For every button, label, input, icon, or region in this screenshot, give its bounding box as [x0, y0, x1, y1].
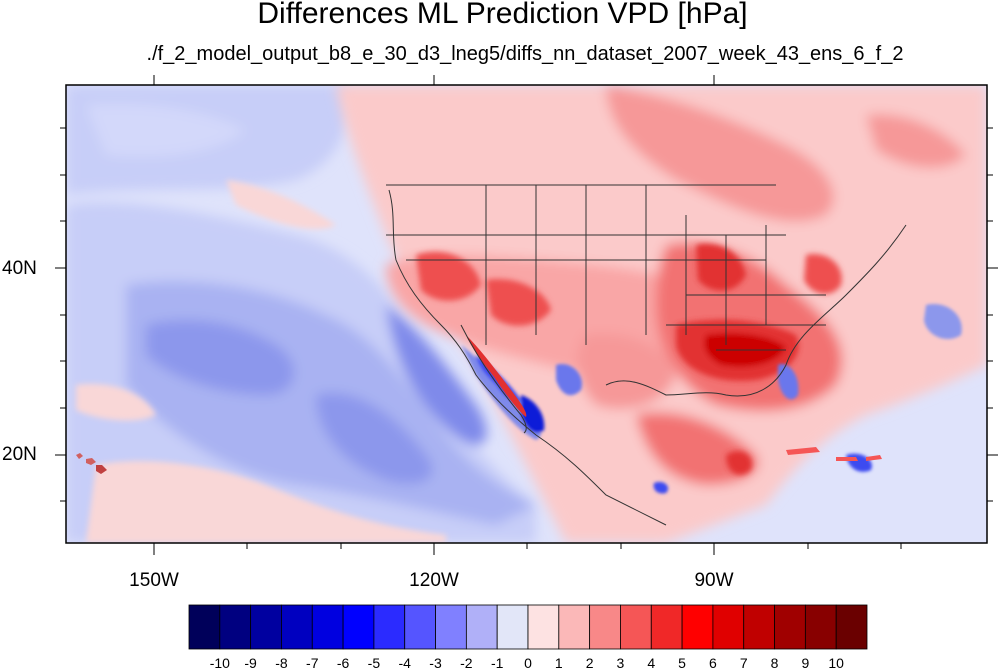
colorbar-swatch — [496, 604, 529, 650]
axis-ticks — [55, 75, 998, 555]
colorbar-swatch — [404, 604, 436, 650]
colorbar-tick-label: 2 — [585, 655, 594, 671]
colorbar-swatch — [681, 604, 714, 650]
colorbar-swatch — [435, 604, 467, 650]
colorbar-tick-label: -9 — [244, 655, 257, 671]
colorbar-tick-label: 7 — [739, 655, 748, 671]
pacific-positive-patches — [76, 180, 446, 543]
colorbar-tick-label: 5 — [678, 655, 686, 671]
colorbar-tick-label: -3 — [429, 655, 442, 671]
map-border — [65, 84, 988, 544]
pacific-negative-field — [66, 85, 536, 543]
colorbar-swatch — [620, 604, 652, 650]
colorbar-swatch — [281, 604, 313, 650]
hawaii-islands — [76, 453, 107, 474]
colorbar-tick-label: -4 — [398, 655, 411, 671]
colorbar-tick-label: -6 — [336, 655, 350, 671]
lon-label-90w: 90W — [694, 570, 734, 591]
colorbar-tick-label: 3 — [616, 655, 625, 671]
map-field — [66, 85, 987, 543]
colorbar-tick-label: -8 — [275, 655, 288, 671]
lon-label-150w: 150W — [129, 570, 179, 591]
baja-positive-stripe — [466, 335, 527, 417]
colorbar-swatch — [342, 604, 375, 650]
map-title: Differences ML Prediction VPD [hPa] — [257, 0, 748, 30]
colorbar-tick-label: 0 — [524, 655, 532, 671]
colorbar-swatch — [558, 604, 591, 650]
colorbar-tick-label: -10 — [209, 655, 230, 671]
lat-label-20n: 20N — [2, 444, 37, 465]
colorbar-tick-label: 4 — [647, 655, 656, 671]
colorbar-swatch — [527, 604, 560, 650]
colorbar-swatch — [712, 604, 745, 650]
colorbar-swatch — [250, 604, 282, 650]
caribbean-islands — [786, 447, 882, 461]
colorbar-tick-label: 9 — [801, 655, 810, 671]
colorbar-swatch — [589, 604, 621, 650]
colorbar-tick-label: -1 — [490, 655, 504, 671]
colorbar-swatch — [835, 604, 868, 650]
boundary-lines — [386, 184, 907, 526]
colorbar-tick-label: 8 — [770, 655, 779, 671]
map-subtitle: ./f_2_model_output_b8_e_30_d3_lneg5/diff… — [146, 43, 904, 65]
lon-label-120w: 120W — [409, 570, 459, 591]
map-panel — [66, 85, 987, 543]
colorbar-tick-label: -2 — [460, 655, 473, 671]
colorbar-tick-label: 10 — [828, 655, 844, 671]
colorbar — [188, 604, 868, 650]
lat-label-40n: 40N — [2, 258, 37, 279]
colorbar-swatch — [373, 604, 406, 650]
colorbar-swatch — [804, 604, 837, 650]
colorbar-swatch — [311, 604, 344, 650]
colorbar-swatch — [650, 604, 683, 650]
colorbar-tick-label: 6 — [709, 655, 717, 671]
colorbar-swatch — [219, 604, 252, 650]
colorbar-swatch — [465, 604, 498, 650]
colorbar-tick-label: -7 — [306, 655, 319, 671]
colorbar-tick-label: 1 — [554, 655, 563, 671]
colorbar-swatch — [774, 604, 806, 650]
colorbar-tick-label: -5 — [367, 655, 381, 671]
colorbar-swatch — [188, 604, 221, 650]
colorbar-swatch — [743, 604, 775, 650]
